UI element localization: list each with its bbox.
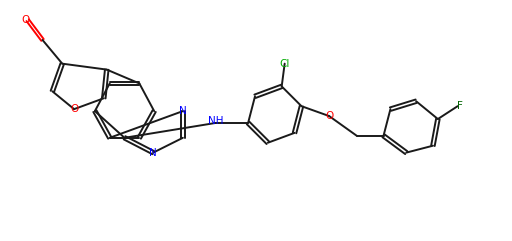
Text: O: O — [70, 104, 78, 114]
Text: NH: NH — [208, 116, 223, 126]
Text: Cl: Cl — [280, 59, 290, 69]
Text: N: N — [150, 148, 157, 158]
Text: O: O — [22, 15, 30, 25]
Text: F: F — [457, 101, 462, 111]
Text: N: N — [179, 106, 187, 116]
Text: O: O — [325, 111, 333, 121]
